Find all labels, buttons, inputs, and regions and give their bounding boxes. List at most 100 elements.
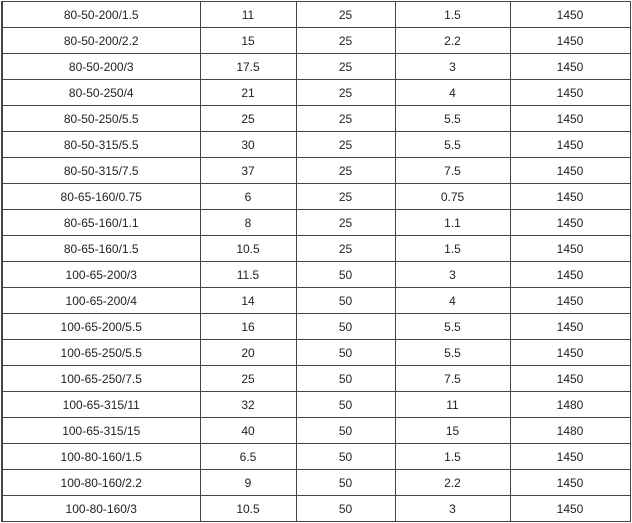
cell-flow: 25 (199, 105, 297, 132)
cell-head: 25 (295, 79, 396, 106)
cell-power: 11 (394, 391, 511, 418)
cell-flow: 40 (199, 417, 297, 444)
table-row: 100-65-315/11 32 50 11 1480 (1, 391, 631, 418)
cell-head: 25 (295, 1, 396, 28)
cell-head: 25 (295, 131, 396, 158)
cell-power: 1.5 (394, 235, 511, 262)
cell-head: 25 (295, 27, 396, 54)
cell-head: 50 (295, 417, 396, 444)
cell-power: 3 (394, 261, 511, 288)
table-row: 80-50-315/5.5 30 25 5.5 1450 (1, 131, 631, 158)
cell-model: 100-80-160/1.5 (1, 443, 201, 470)
cell-flow: 16 (199, 313, 297, 340)
cell-speed: 1450 (509, 495, 631, 522)
cell-flow: 17.5 (199, 53, 297, 80)
cell-speed: 1450 (509, 469, 631, 496)
cell-power: 4 (394, 287, 511, 314)
cell-head: 50 (295, 261, 396, 288)
cell-speed: 1450 (509, 183, 631, 210)
cell-head: 25 (295, 235, 396, 262)
table-row: 100-65-250/7.5 25 50 7.5 1450 (1, 365, 631, 392)
cell-head: 50 (295, 287, 396, 314)
table-row: 80-50-315/7.5 37 25 7.5 1450 (1, 157, 631, 184)
table-row: 100-80-160/3 10.5 50 3 1450 (1, 495, 631, 522)
table-row: 100-65-200/3 11.5 50 3 1450 (1, 261, 631, 288)
cell-head: 50 (295, 365, 396, 392)
cell-head: 25 (295, 209, 396, 236)
cell-power: 7.5 (394, 365, 511, 392)
cell-flow: 37 (199, 157, 297, 184)
cell-model: 80-50-200/3 (1, 53, 201, 80)
table-row: 100-80-160/1.5 6.5 50 1.5 1450 (1, 443, 631, 470)
cell-flow: 14 (199, 287, 297, 314)
cell-head: 50 (295, 391, 396, 418)
cell-flow: 32 (199, 391, 297, 418)
cell-speed: 1450 (509, 79, 631, 106)
table-row: 80-65-160/1.5 10.5 25 1.5 1450 (1, 235, 631, 262)
cell-speed: 1450 (509, 365, 631, 392)
cell-power: 4 (394, 79, 511, 106)
cell-flow: 6 (199, 183, 297, 210)
cell-speed: 1450 (509, 157, 631, 184)
cell-power: 5.5 (394, 313, 511, 340)
cell-model: 100-65-315/11 (1, 391, 201, 418)
cell-power: 5.5 (394, 339, 511, 366)
table-row: 100-65-200/4 14 50 4 1450 (1, 287, 631, 314)
cell-model: 80-50-250/5.5 (1, 105, 201, 132)
cell-head: 25 (295, 53, 396, 80)
cell-model: 80-65-160/0.75 (1, 183, 201, 210)
cell-flow: 25 (199, 365, 297, 392)
cell-head: 25 (295, 105, 396, 132)
cell-speed: 1450 (509, 209, 631, 236)
cell-model: 100-65-200/4 (1, 287, 201, 314)
cell-power: 3 (394, 53, 511, 80)
cell-model: 80-50-250/4 (1, 79, 201, 106)
cell-power: 1.5 (394, 1, 511, 28)
cell-power: 15 (394, 417, 511, 444)
cell-model: 100-65-250/5.5 (1, 339, 201, 366)
cell-power: 5.5 (394, 105, 511, 132)
cell-power: 5.5 (394, 131, 511, 158)
cell-speed: 1450 (509, 443, 631, 470)
cell-head: 50 (295, 469, 396, 496)
cell-flow: 11 (199, 1, 297, 28)
cell-speed: 1450 (509, 1, 631, 28)
cell-flow: 6.5 (199, 443, 297, 470)
cell-speed: 1450 (509, 105, 631, 132)
table-row: 80-50-200/2.2 15 25 2.2 1450 (1, 27, 631, 54)
cell-power: 1.1 (394, 209, 511, 236)
cell-speed: 1450 (509, 339, 631, 366)
cell-model: 80-65-160/1.5 (1, 235, 201, 262)
cell-flow: 11.5 (199, 261, 297, 288)
cell-flow: 15 (199, 27, 297, 54)
table-row: 80-65-160/1.1 8 25 1.1 1450 (1, 209, 631, 236)
cell-speed: 1450 (509, 235, 631, 262)
cell-head: 50 (295, 339, 396, 366)
cell-head: 25 (295, 157, 396, 184)
cell-speed: 1450 (509, 313, 631, 340)
cell-speed: 1450 (509, 53, 631, 80)
cell-speed: 1450 (509, 261, 631, 288)
table-row: 80-65-160/0.75 6 25 0.75 1450 (1, 183, 631, 210)
cell-flow: 10.5 (199, 235, 297, 262)
cell-speed: 1450 (509, 131, 631, 158)
cell-head: 50 (295, 443, 396, 470)
cell-power: 2.2 (394, 469, 511, 496)
table-row: 80-50-250/4 21 25 4 1450 (1, 79, 631, 106)
cell-power: 7.5 (394, 157, 511, 184)
cell-model: 80-50-200/1.5 (1, 1, 201, 28)
cell-flow: 21 (199, 79, 297, 106)
cell-model: 100-65-315/15 (1, 417, 201, 444)
cell-model: 100-65-200/5.5 (1, 313, 201, 340)
cell-flow: 9 (199, 469, 297, 496)
cell-head: 25 (295, 183, 396, 210)
cell-speed: 1480 (509, 391, 631, 418)
cell-flow: 20 (199, 339, 297, 366)
cell-head: 50 (295, 313, 396, 340)
table-row: 100-65-250/5.5 20 50 5.5 1450 (1, 339, 631, 366)
cell-head: 50 (295, 495, 396, 522)
cell-flow: 8 (199, 209, 297, 236)
cell-power: 3 (394, 495, 511, 522)
